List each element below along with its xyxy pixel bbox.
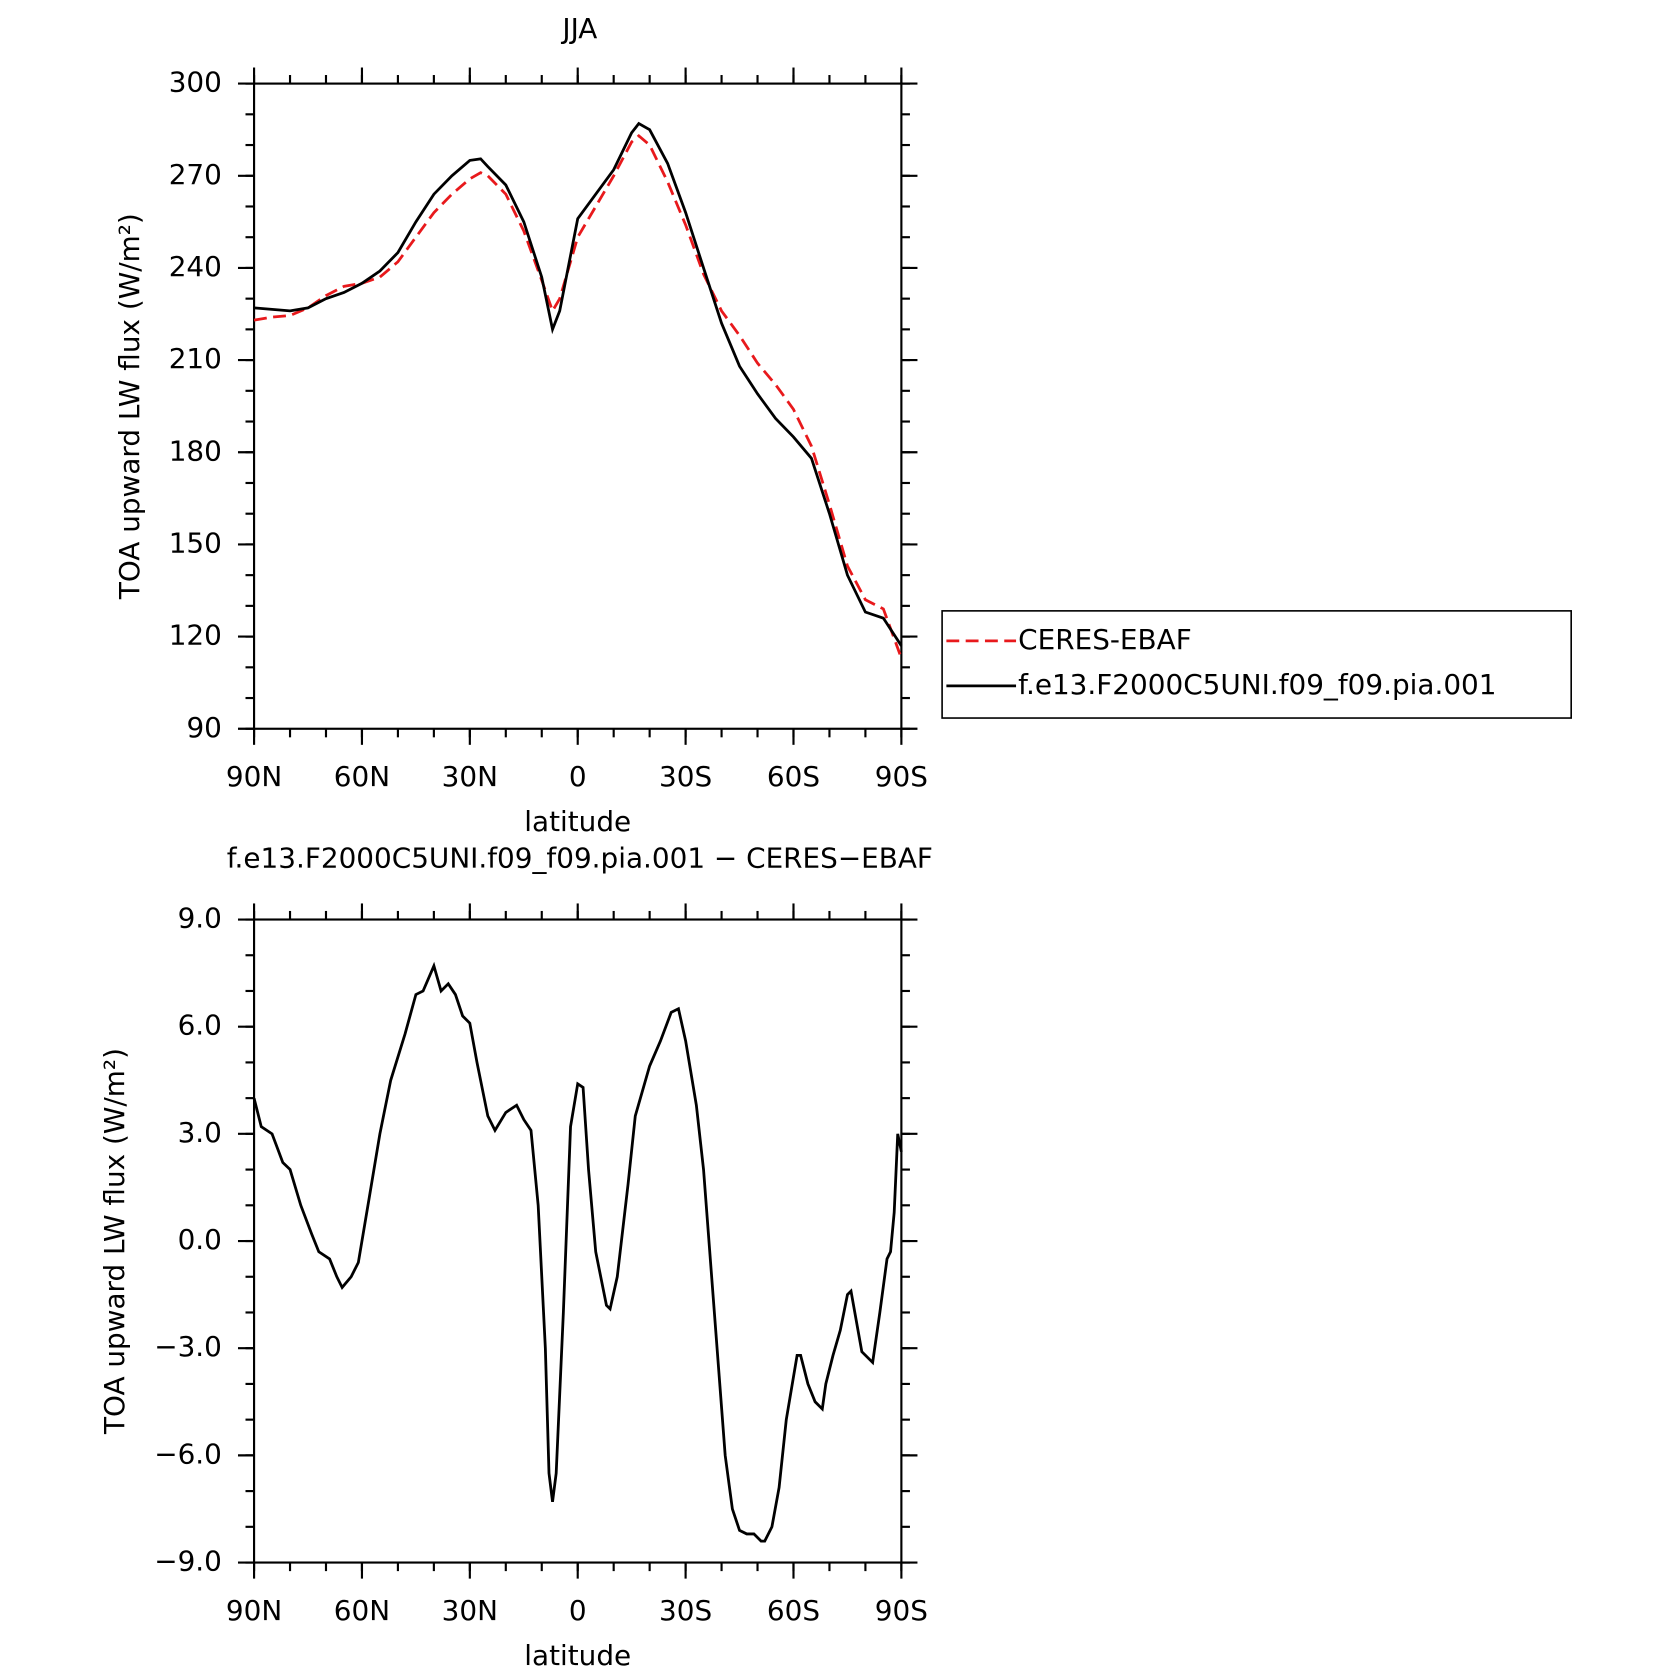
y-tick-label: 300	[169, 66, 222, 99]
y-tick-label: 90	[186, 711, 221, 744]
x-tick-label: 30N	[442, 760, 498, 793]
chart-title: f.e13.F2000C5UNI.f09_f09.pia.001 − CERES…	[227, 842, 933, 875]
y-tick-label: 3.0	[178, 1116, 222, 1149]
data-line	[252, 961, 903, 1543]
y-tick-label: −9.0	[154, 1545, 222, 1578]
legend-box	[941, 610, 1572, 719]
x-axis-label: latitude	[524, 1639, 631, 1672]
legend-label: f.e13.F2000C5UNI.f09_f09.pia.001	[1018, 668, 1496, 701]
x-tick-label: 60N	[334, 760, 390, 793]
x-tick-label: 90N	[226, 1594, 282, 1627]
x-tick-label: 0	[569, 760, 587, 793]
plot-frame	[252, 918, 903, 1564]
legend-label: CERES-EBAF	[1018, 623, 1192, 656]
x-tick-label: 60S	[767, 1594, 820, 1627]
x-tick-label: 60N	[334, 1594, 390, 1627]
chart-title: JJA	[560, 12, 597, 45]
x-tick-label: 30N	[442, 1594, 498, 1627]
y-tick-label: 6.0	[178, 1009, 222, 1042]
y-axis-label: TOA upward LW flux (W/m²)	[113, 213, 146, 600]
data-line	[253, 133, 903, 659]
y-tick-label: 270	[169, 158, 222, 191]
y-tick-label: −6.0	[154, 1437, 222, 1470]
x-tick-label: 90S	[875, 760, 928, 793]
y-tick-label: −3.0	[154, 1330, 222, 1363]
data-line	[253, 121, 903, 647]
y-tick-label: 150	[169, 526, 222, 559]
plot-frame	[252, 82, 903, 730]
x-axis-label: latitude	[524, 805, 631, 838]
y-tick-label: 180	[169, 434, 222, 467]
y-tick-label: 210	[169, 342, 222, 375]
x-tick-label: 0	[569, 1594, 587, 1627]
y-tick-label: 120	[169, 619, 222, 652]
y-axis-label: TOA upward LW flux (W/m²)	[98, 1048, 131, 1435]
x-tick-label: 60S	[767, 760, 820, 793]
y-tick-label: 0.0	[178, 1223, 222, 1256]
x-tick-label: 90N	[226, 760, 282, 793]
y-tick-label: 9.0	[178, 902, 222, 935]
x-tick-label: 30S	[659, 760, 712, 793]
x-tick-label: 90S	[875, 1594, 928, 1627]
x-tick-label: 30S	[659, 1594, 712, 1627]
y-tick-label: 240	[169, 250, 222, 283]
